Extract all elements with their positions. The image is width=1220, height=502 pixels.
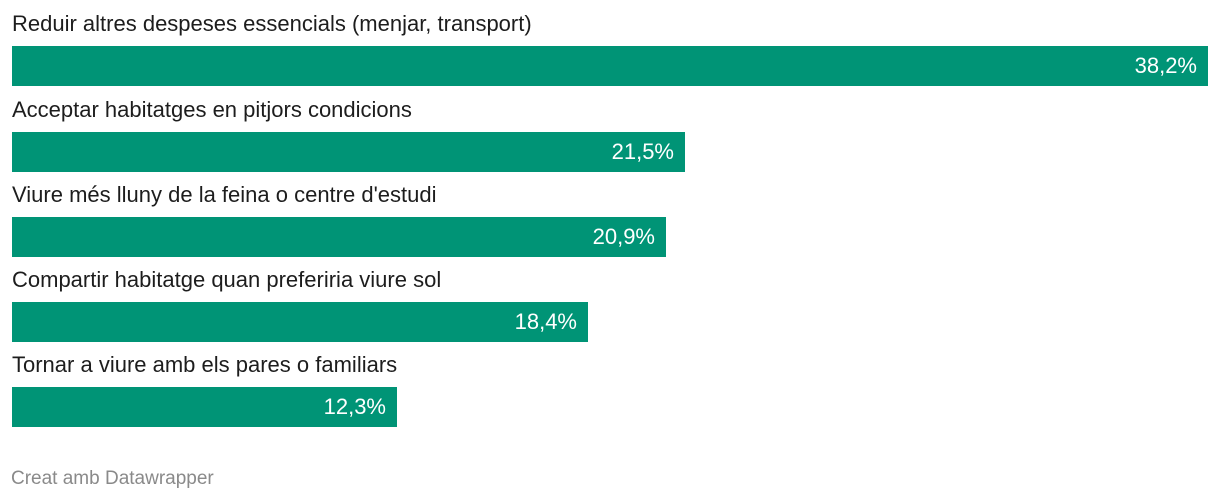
bar: 18,4% [12,302,588,342]
value-label: 38,2% [1134,53,1197,78]
chart-row: Acceptar habitatges en pitjors condicion… [12,86,1208,172]
value-label: 21,5% [611,139,674,164]
chart-row: Viure més lluny de la feina o centre d'e… [12,171,1208,257]
category-label: Tornar a viure amb els pares o familiars [12,352,398,377]
credit-footer: Creat amb Datawrapper [11,468,214,489]
bar: 12,3% [12,387,397,427]
category-label: Viure més lluny de la feina o centre d'e… [12,182,437,207]
bar: 21,5% [12,132,685,172]
chart-row: Reduir altres despeses essencials (menja… [12,0,1208,86]
category-label: Compartir habitatge quan preferiria viur… [12,267,442,292]
bar-chart: Reduir altres despeses essencials (menja… [12,0,1208,427]
chart-row: Tornar a viure amb els pares o familiars… [12,341,1208,427]
bar: 38,2% [12,46,1208,86]
value-label: 12,3% [323,394,386,419]
value-label: 18,4% [514,309,577,334]
category-label: Acceptar habitatges en pitjors condicion… [12,97,412,122]
chart-row: Compartir habitatge quan preferiria viur… [12,256,1208,342]
value-label: 20,9% [592,224,655,249]
category-label: Reduir altres despeses essencials (menja… [12,11,532,36]
bar: 20,9% [12,217,666,257]
